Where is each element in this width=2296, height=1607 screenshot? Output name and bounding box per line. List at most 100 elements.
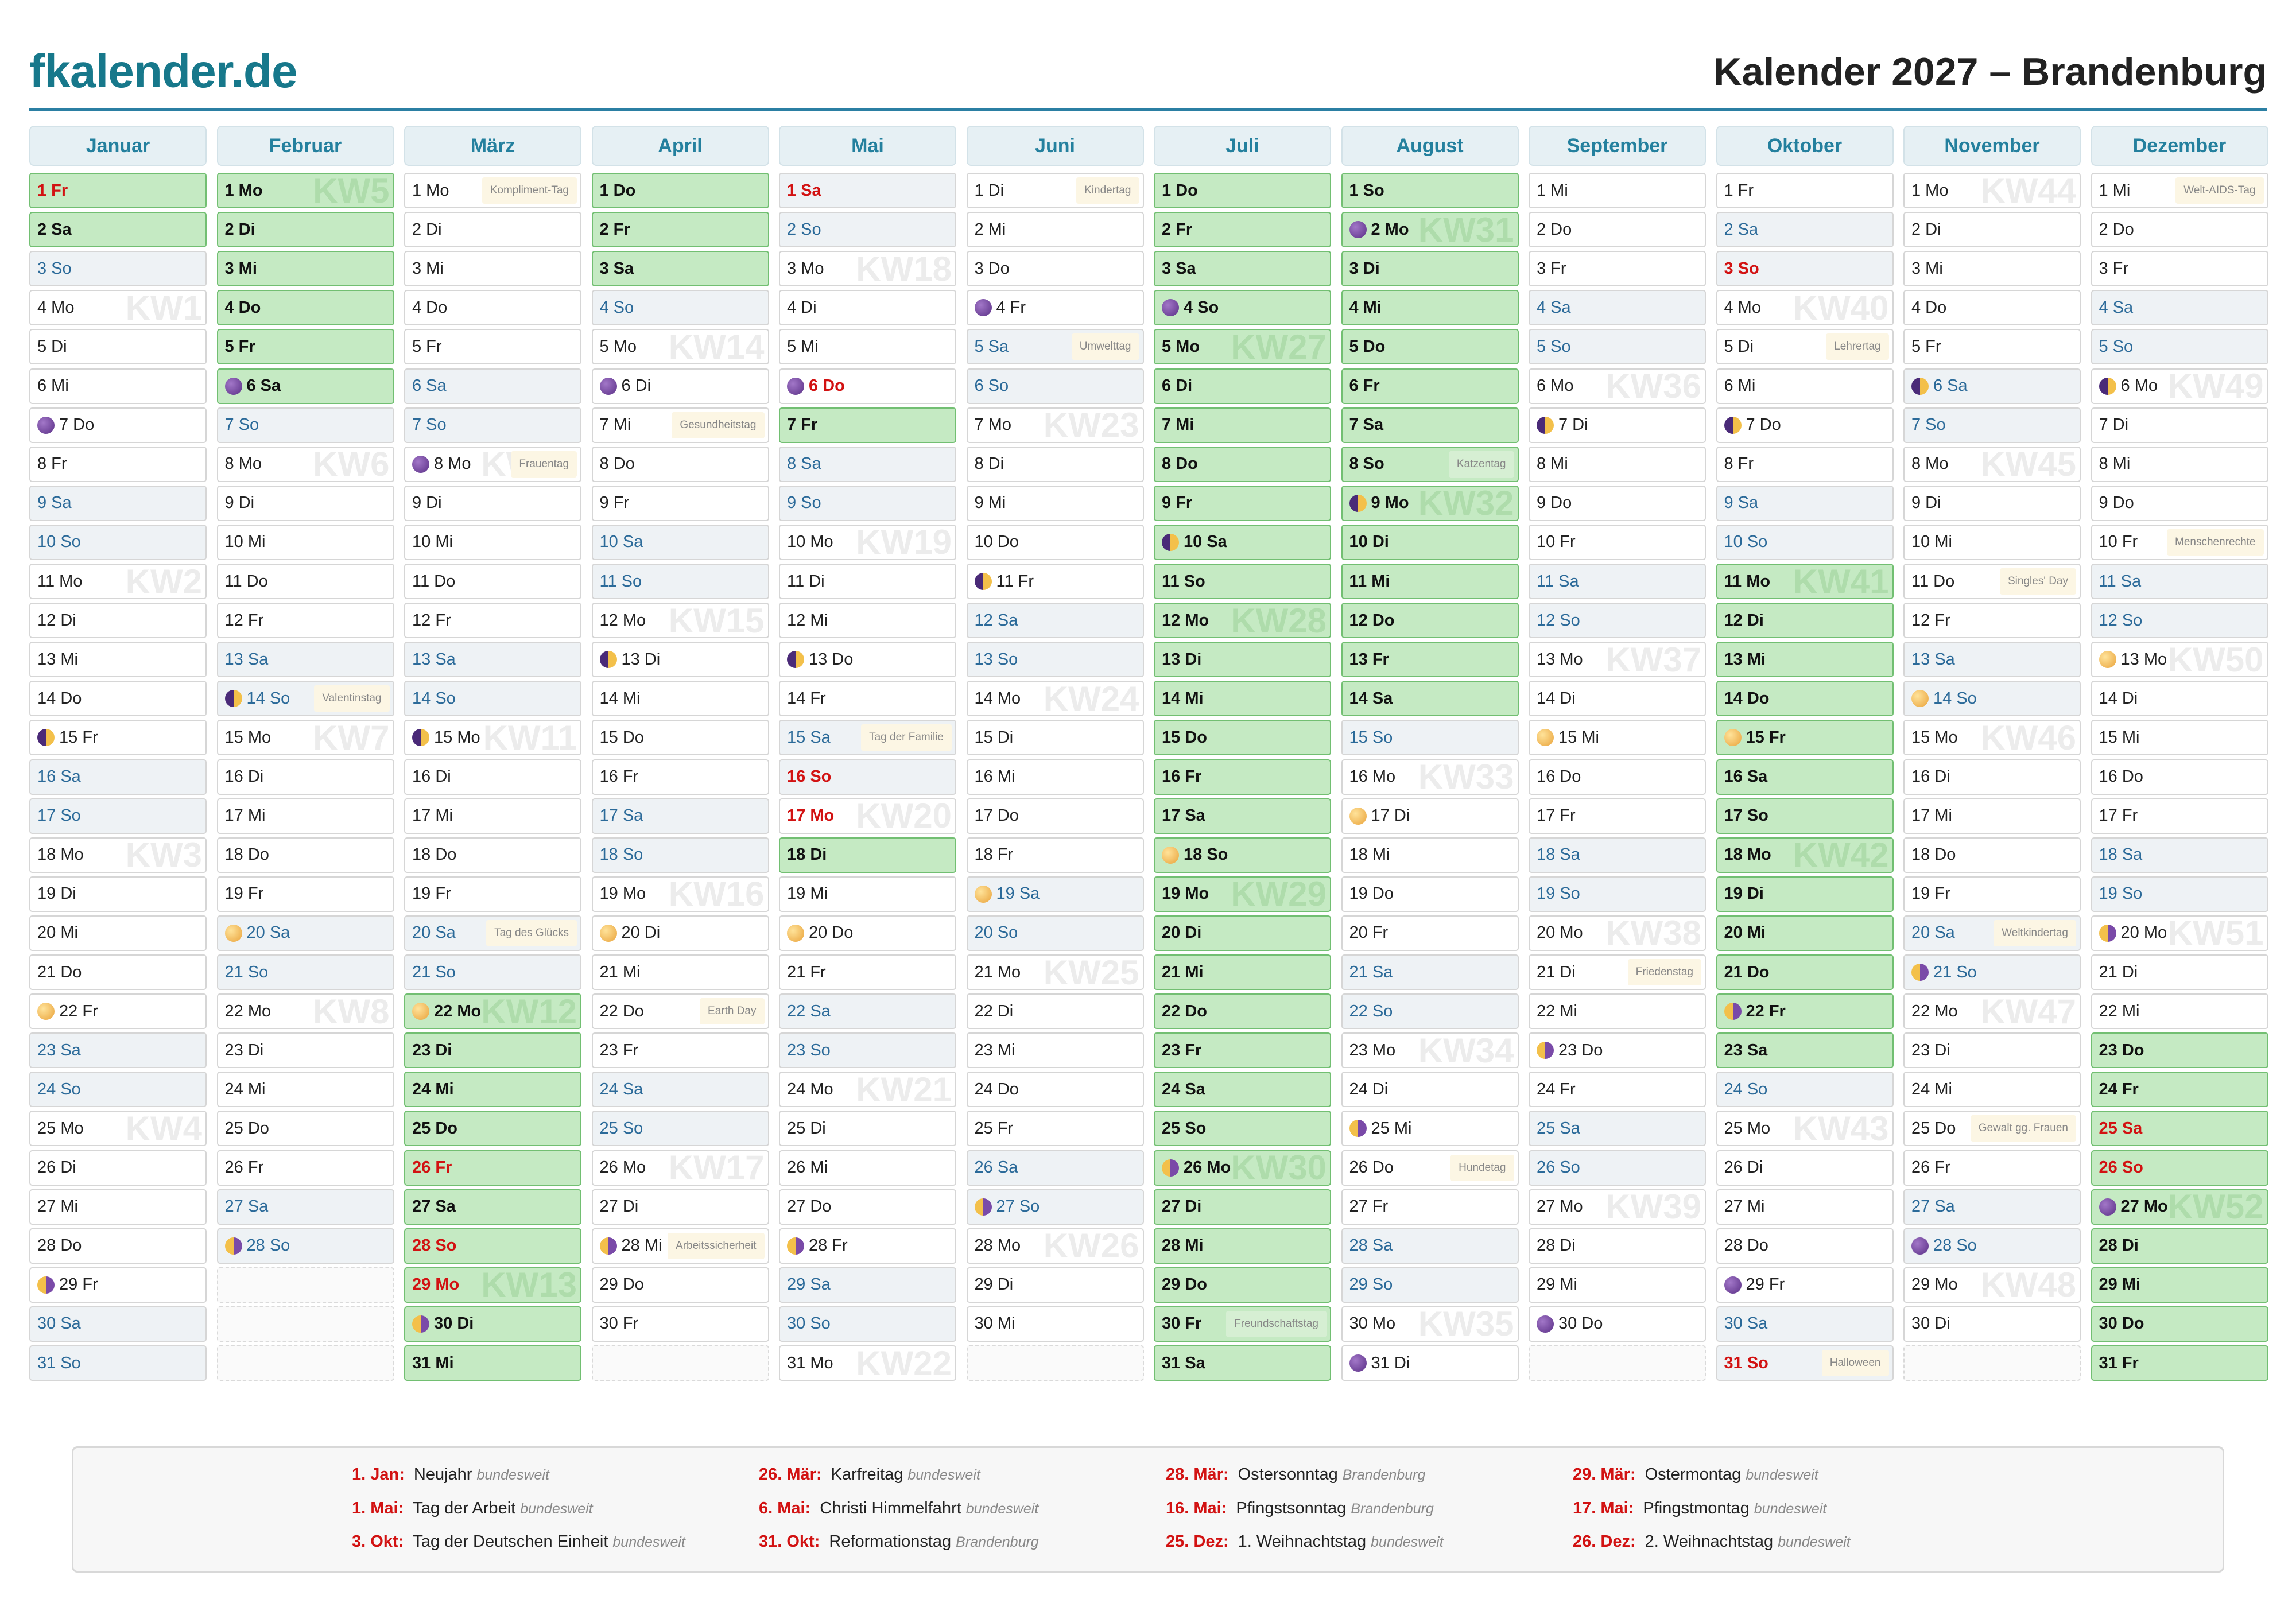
vacation-cell: 21 Mi	[1154, 954, 1331, 990]
moon-first	[1162, 533, 1179, 551]
day-label: 25 Do	[412, 1119, 457, 1138]
day-cell: 9 Mi	[966, 485, 1144, 521]
day-label: 30 Di	[434, 1314, 474, 1333]
week-number: KW34	[1418, 1032, 1514, 1069]
week-number: KW38	[1605, 915, 1701, 951]
day-cell: KW39 27 Mo	[1529, 1189, 1706, 1225]
vacation-cell: 31 Sa	[1154, 1345, 1331, 1381]
day-cell: 23 Di	[1903, 1032, 2081, 1069]
week-number: KW20	[856, 798, 952, 834]
day-label: 30 Mo	[1349, 1314, 1396, 1333]
logo[interactable]: fkalender.de	[29, 45, 298, 98]
day-cell: 19 So	[2091, 876, 2268, 912]
holiday-entry: 17. Mai: Pfingstmontag bundesweit	[1573, 1499, 1826, 1518]
day-label: 30 Do	[1558, 1314, 1603, 1333]
holiday-date: 1. Jan:	[352, 1465, 405, 1484]
day-label: 25 Sa	[2099, 1119, 2143, 1138]
vacation-cell: 21 Do	[1716, 954, 1894, 990]
day-label: 8 Mo	[434, 455, 471, 473]
vacation-cell: 16 Fr	[1154, 759, 1331, 795]
day-label: 30 Fr	[1162, 1314, 1202, 1333]
day-label: 15 Do	[1162, 728, 1207, 747]
vacation-cell: KW41 11 Mo	[1716, 564, 1894, 599]
day-cell: 7 Di	[2091, 407, 2268, 443]
holiday-name: Ostersonntag	[1238, 1465, 1338, 1484]
vacation-cell: KW28 12 Mo	[1154, 603, 1331, 639]
holiday-cell: 6 Do	[779, 368, 956, 404]
day-cell: 7 Do	[1716, 407, 1894, 443]
day-cell: 17 Mi	[1903, 798, 2081, 834]
week-number: KW4	[125, 1111, 202, 1147]
week-number: KW31	[1418, 212, 1514, 248]
day-note: Freundschaftstag	[1226, 1310, 1327, 1337]
vacation-cell: 7 Fr	[779, 407, 956, 443]
vacation-cell: 23 Fr	[1154, 1032, 1331, 1069]
day-label: 12 Do	[1349, 611, 1395, 630]
holiday-date: 29. Mär:	[1573, 1465, 1636, 1484]
day-cell: 3 Fr	[1529, 251, 1706, 287]
day-label: 11 Do	[1911, 572, 1955, 591]
day-cell: 15 Di	[966, 720, 1144, 756]
day-label: 13 Di	[1162, 650, 1202, 669]
day-label: 25 Di	[787, 1119, 826, 1138]
vacation-cell: 2 Sa	[29, 212, 207, 248]
holiday-cell: KW13 29 Mo	[404, 1267, 581, 1303]
day-label: 14 So	[1933, 689, 1977, 708]
day-cell: 9 Di	[216, 485, 394, 521]
day-label: 21 Mi	[599, 962, 641, 981]
day-label: 23 Sa	[37, 1041, 81, 1059]
day-label: 17 Fr	[2099, 806, 2138, 825]
day-cell: 21 So	[404, 954, 581, 990]
week-number: KW16	[668, 876, 765, 912]
day-cell: 6 Sa	[1903, 368, 2081, 404]
day-cell: 2 Sa	[1716, 212, 1894, 248]
day-label: 11 Do	[412, 572, 456, 591]
day-label: 9 So	[787, 494, 821, 513]
day-cell: Weltkindertag 20 Sa	[1903, 915, 2081, 951]
day-label: 29 Di	[974, 1275, 1014, 1294]
week-number: KW6	[313, 446, 390, 482]
week-number: KW25	[1043, 954, 1139, 990]
moon-last	[1349, 1120, 1367, 1138]
vacation-cell: 14 Mi	[1154, 681, 1331, 717]
vacation-cell: KW29 19 Mo	[1154, 876, 1331, 912]
day-label: 4 Do	[224, 298, 261, 317]
day-label: 22 Mo	[1911, 1002, 1958, 1020]
moon-new	[1537, 1315, 1554, 1333]
moon-last	[2099, 924, 2116, 942]
day-cell: 4 Sa	[1529, 290, 1706, 326]
day-label: 5 Mo	[599, 337, 637, 356]
day-label: 22 Mo	[224, 1002, 272, 1020]
day-note: Frauentag	[511, 451, 577, 478]
week-number: KW43	[1793, 1111, 1889, 1147]
vacation-cell: 20 Di	[1154, 915, 1331, 951]
day-cell: 25 Fr	[966, 1111, 1144, 1147]
day-label: 13 Sa	[224, 650, 269, 669]
day-label: 13 Mo	[1537, 650, 1583, 669]
moon-first	[1537, 416, 1554, 434]
day-cell: 21 Mi	[591, 954, 769, 990]
day-label: 18 Do	[224, 845, 269, 864]
day-label: 27 Mo	[1537, 1197, 1583, 1216]
day-label: 26 So	[1537, 1158, 1580, 1177]
day-label: 15 Mo	[224, 728, 272, 747]
moon-new	[37, 416, 55, 434]
day-label: 5 Di	[1724, 337, 1754, 356]
day-label: 11 Mi	[1349, 572, 1390, 591]
vacation-cell: 25 Do	[404, 1111, 581, 1147]
day-label: 23 Di	[224, 1041, 264, 1059]
day-label: 28 Sa	[1349, 1236, 1393, 1255]
day-cell: KW25 21 Mo	[966, 954, 1144, 990]
day-note: Kindertag	[1076, 177, 1139, 204]
day-label: 9 Do	[2099, 494, 2134, 513]
day-label: 16 Fr	[599, 767, 639, 786]
day-cell: KW47 22 Mo	[1903, 993, 2081, 1030]
holiday-scope: Brandenburg	[1342, 1467, 1426, 1483]
day-label: 17 Fr	[1537, 806, 1576, 825]
day-label: 14 Sa	[1349, 689, 1393, 708]
day-cell: KW37 13 Mo	[1529, 642, 1706, 678]
day-label: 15 Mo	[1911, 728, 1958, 747]
vacation-cell: 5 Do	[1341, 329, 1519, 365]
day-label: 6 Di	[1162, 376, 1193, 395]
day-cell: 19 Sa	[966, 876, 1144, 912]
